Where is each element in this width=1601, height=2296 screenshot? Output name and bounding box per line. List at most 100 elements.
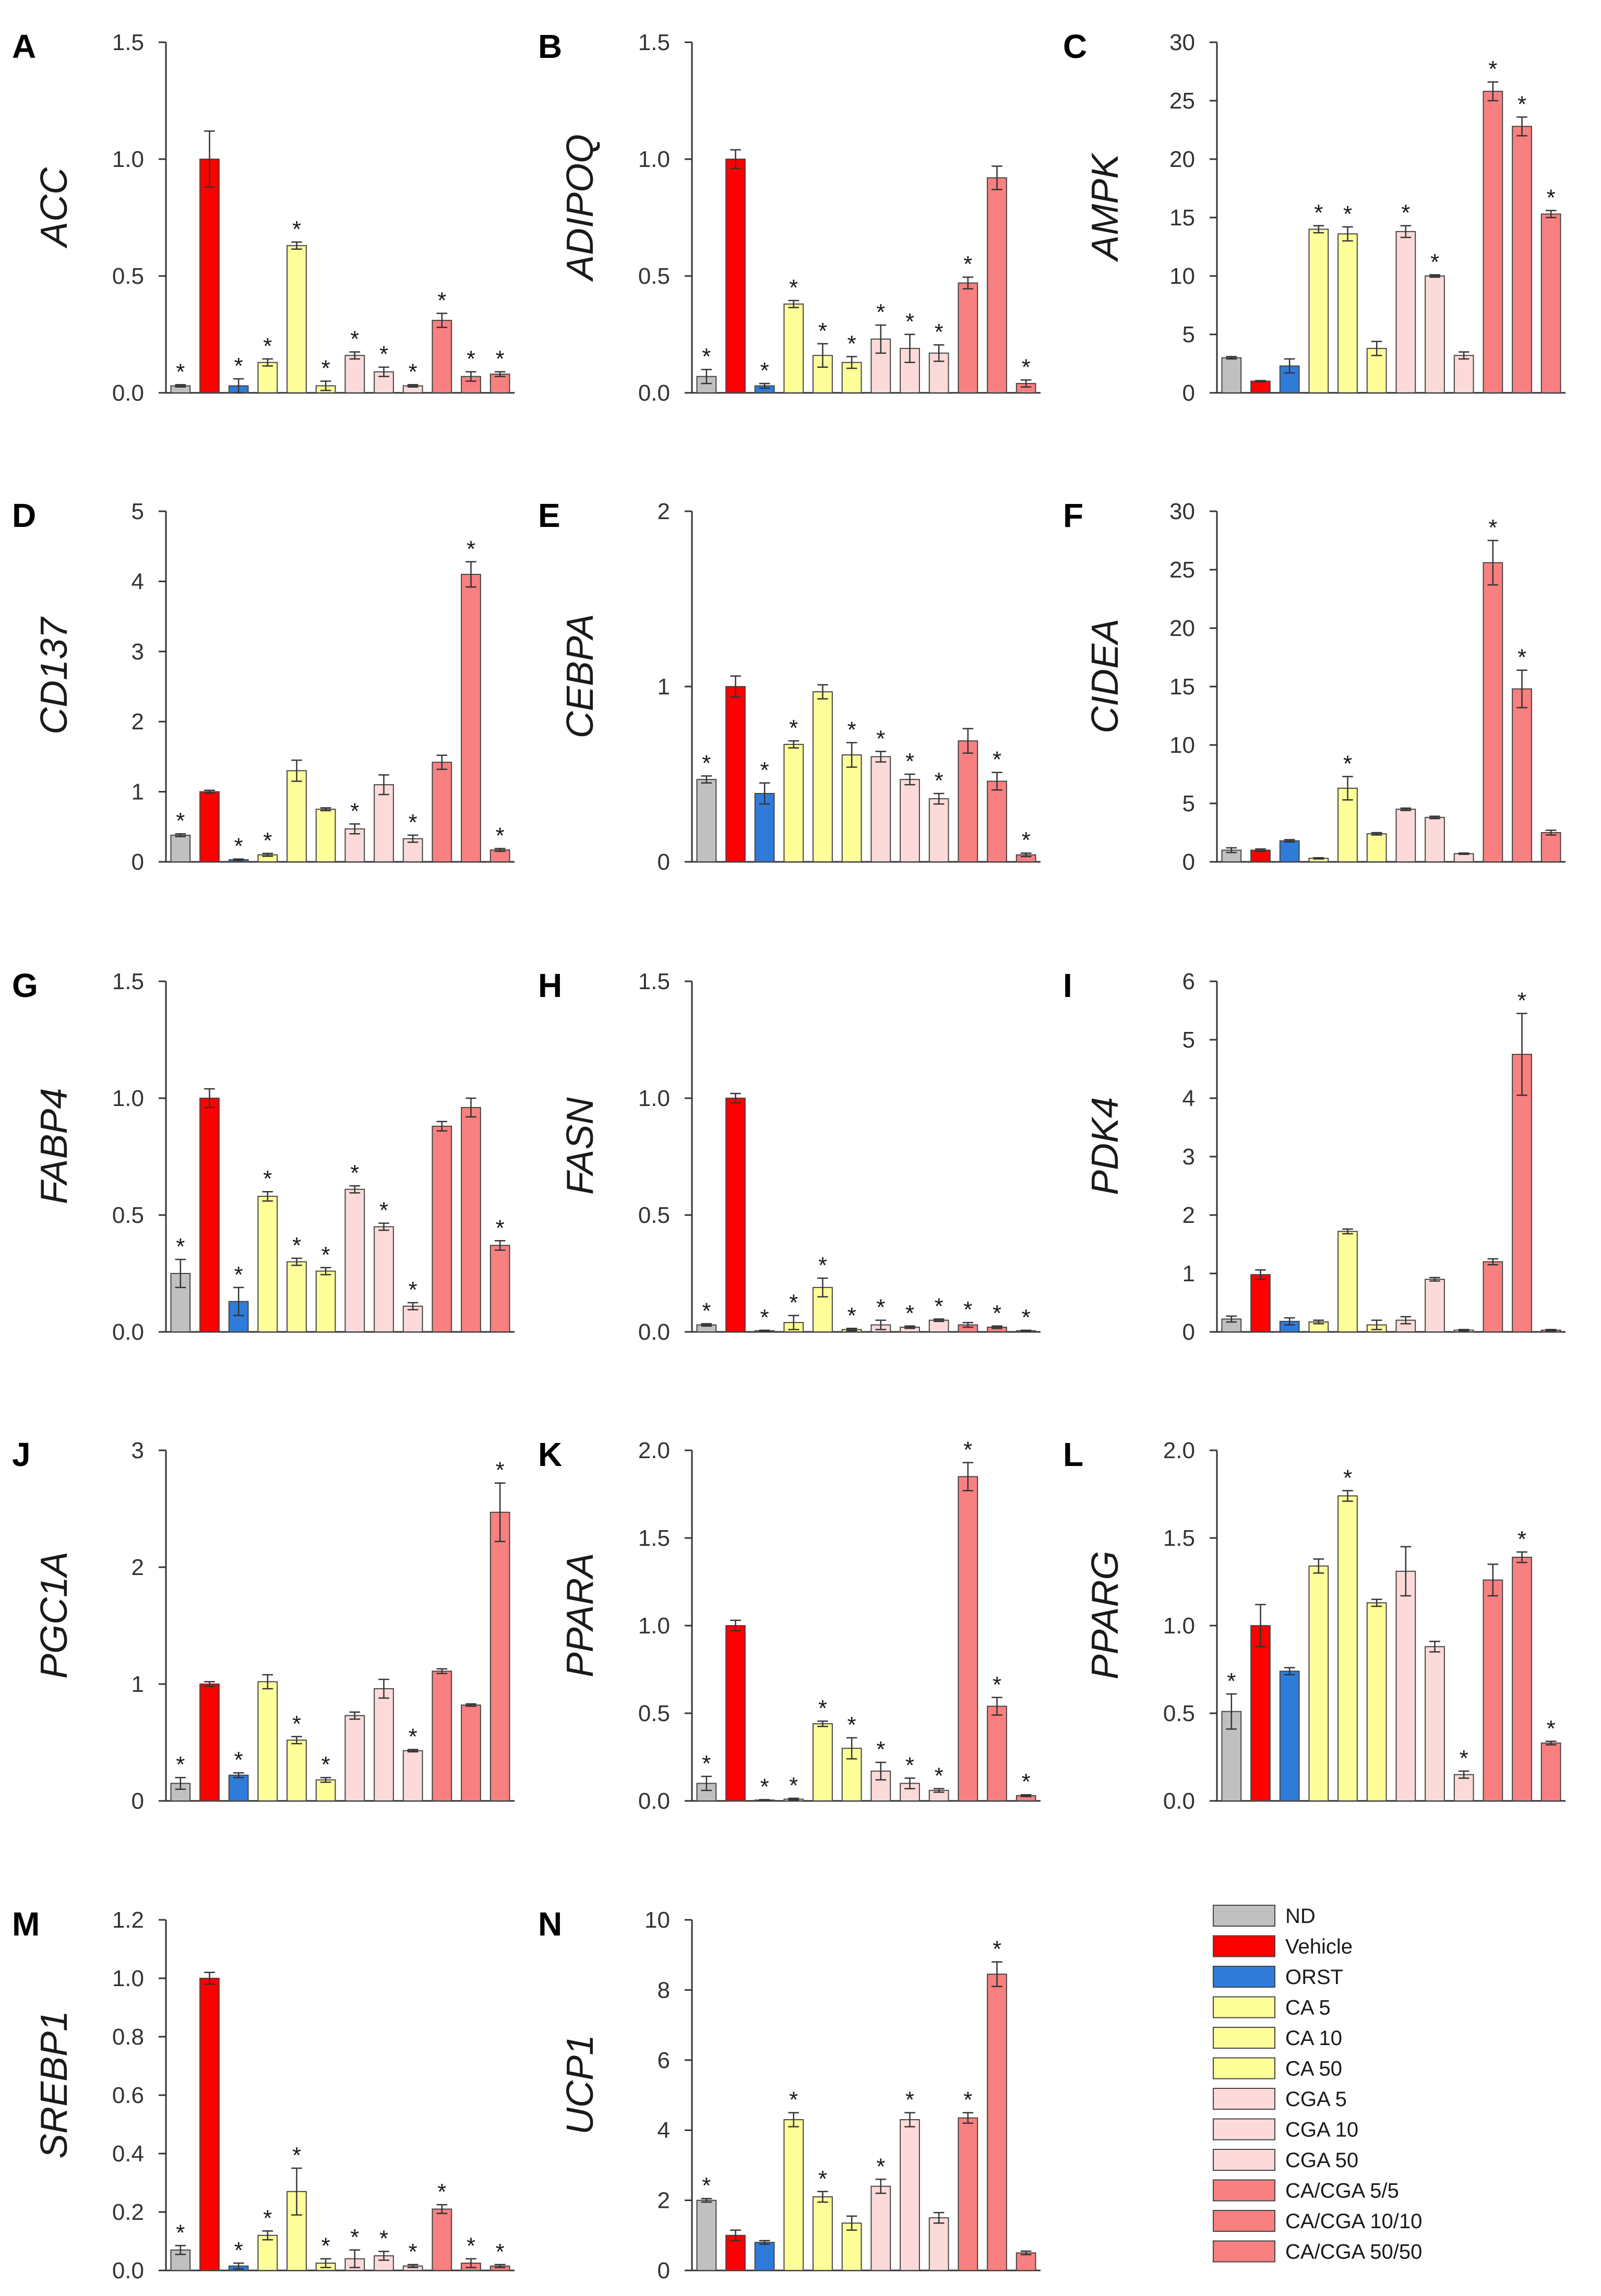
significance-star: * (789, 275, 798, 300)
error-bar (701, 2197, 712, 2203)
y-axis-label: UCP1 (559, 2035, 601, 2135)
significance-star: * (1547, 1716, 1556, 1741)
error-bar (204, 1972, 215, 1985)
legend: ND Vehicle ORST CA 5 CA 10 CA 50 CGA 5 CGA 10 CG… (1213, 1905, 1422, 2264)
legend-item: CGA 10 (1213, 2118, 1358, 2142)
panel-letter: K (538, 1436, 562, 1473)
significance-star: * (1022, 1769, 1031, 1795)
error-bar (1487, 1564, 1499, 1597)
significance-star: * (467, 536, 475, 562)
significance-star: * (292, 1711, 301, 1737)
legend-label: CA/CGA 50/50 (1285, 2241, 1422, 2264)
chart-panel-i: I PDK4 0 1 2 3 4 5 6 * (1063, 967, 1566, 1345)
y-tick-label: 0.6 (112, 2083, 144, 2108)
significance-star: * (1227, 1668, 1236, 1694)
bar-ca-5 (1308, 1565, 1329, 1801)
significance-star: * (818, 1253, 827, 1278)
bar-nd (696, 779, 717, 862)
y-tick-label: 0.2 (112, 2199, 144, 2225)
bar-orst (228, 1774, 249, 1801)
significance-star: * (409, 1277, 417, 1303)
error-bar (1226, 356, 1237, 360)
panel-letter: L (1063, 1436, 1083, 1473)
error-bar (1342, 226, 1353, 242)
significance-star: * (876, 299, 885, 325)
significance-star: * (876, 1295, 885, 1320)
y-tick-label: 2.0 (1163, 1438, 1195, 1463)
bar-vehicle (199, 791, 220, 862)
significance-star: * (1022, 1305, 1031, 1330)
bar-ca-cga-50-50 (1540, 832, 1561, 862)
error-bar (962, 728, 974, 754)
y-tick-label: 2 (1182, 1203, 1195, 1228)
bar-ca-5 (257, 362, 278, 394)
y-tick-label: 5 (132, 499, 144, 524)
y-axis-label: AMPK (1084, 152, 1126, 262)
significance-star: * (379, 342, 388, 367)
legend-label: CA/CGA 10/10 (1285, 2210, 1422, 2233)
y-tick-label: 0.0 (112, 380, 144, 406)
bar-cga-10 (1425, 1279, 1445, 1332)
bar-cga-10 (374, 1226, 394, 1332)
y-tick-label: 0.0 (638, 1788, 670, 1814)
y-tick-label: 15 (1169, 674, 1195, 700)
legend-swatch (1213, 2149, 1275, 2171)
error-bar (991, 1961, 1002, 1987)
error-bar (1487, 81, 1499, 102)
significance-star: * (1401, 200, 1410, 226)
error-bar (817, 2191, 828, 2203)
y-tick-label: 0.0 (112, 1319, 144, 1345)
significance-star: * (409, 359, 417, 384)
bar-ca-50 (315, 1270, 336, 1333)
significance-star: * (1314, 200, 1323, 226)
error-bar (904, 333, 915, 364)
bar-ca-50 (841, 2222, 862, 2271)
y-axis-label: PPARA (559, 1553, 601, 1677)
significance-star: * (176, 1752, 185, 1777)
error-bar (1545, 1329, 1557, 1332)
error-bar (494, 848, 506, 852)
error-bar (1400, 1316, 1412, 1325)
significance-star: * (176, 808, 185, 834)
error-bar (933, 792, 945, 805)
legend-label: CGA 5 (1285, 2088, 1347, 2111)
y-tick-label: 1.5 (638, 969, 670, 994)
y-tick-label: 0 (1182, 849, 1195, 875)
error-bar (991, 1325, 1002, 1329)
chart-panel-m: M SREBP1 0.0 0.2 0.4 0.6 0.8 1.0 1.2 * * * * * * * * * * * (12, 1905, 515, 2283)
bar-cga-10 (1425, 1646, 1445, 1802)
bar-cga-5 (344, 355, 365, 394)
error-bar (262, 1191, 273, 1202)
bar-ca-cga-10-10 (1512, 126, 1532, 393)
bar-ca-cga-5-5 (432, 1670, 452, 1802)
error-bar (407, 834, 419, 843)
error-bar (1226, 1693, 1237, 1730)
error-bar (1371, 832, 1382, 836)
error-bar (846, 356, 857, 369)
legend-label: ND (1285, 1905, 1316, 1928)
bar-cga-50 (1453, 1774, 1474, 1802)
error-bar (1371, 341, 1382, 356)
bar-ca-cga-5-5 (958, 2117, 978, 2271)
error-bar (465, 371, 476, 382)
error-bar (204, 1681, 215, 1687)
bar-ca-cga-50-50 (1540, 213, 1561, 393)
y-tick-label: 5 (1182, 791, 1195, 816)
y-tick-label: 2 (658, 499, 670, 524)
significance-star: * (321, 1752, 330, 1777)
error-bar (1342, 1490, 1353, 1502)
bar-ca-50 (1366, 833, 1387, 862)
error-bar (788, 299, 799, 308)
y-tick-label: 0.4 (112, 2141, 144, 2167)
bar-vehicle (725, 2234, 746, 2271)
significance-star: * (350, 1160, 359, 1186)
significance-star: * (467, 346, 475, 372)
bar-ca-cga-5-5 (432, 762, 452, 862)
error-bar (1284, 1317, 1295, 1326)
error-bar (875, 2179, 887, 2194)
error-bar (407, 1749, 419, 1753)
y-tick-label: 1.0 (112, 1086, 144, 1111)
y-tick-label: 4 (658, 2118, 670, 2143)
error-bar (494, 371, 506, 377)
y-tick-label: 0.0 (1163, 1788, 1195, 1814)
